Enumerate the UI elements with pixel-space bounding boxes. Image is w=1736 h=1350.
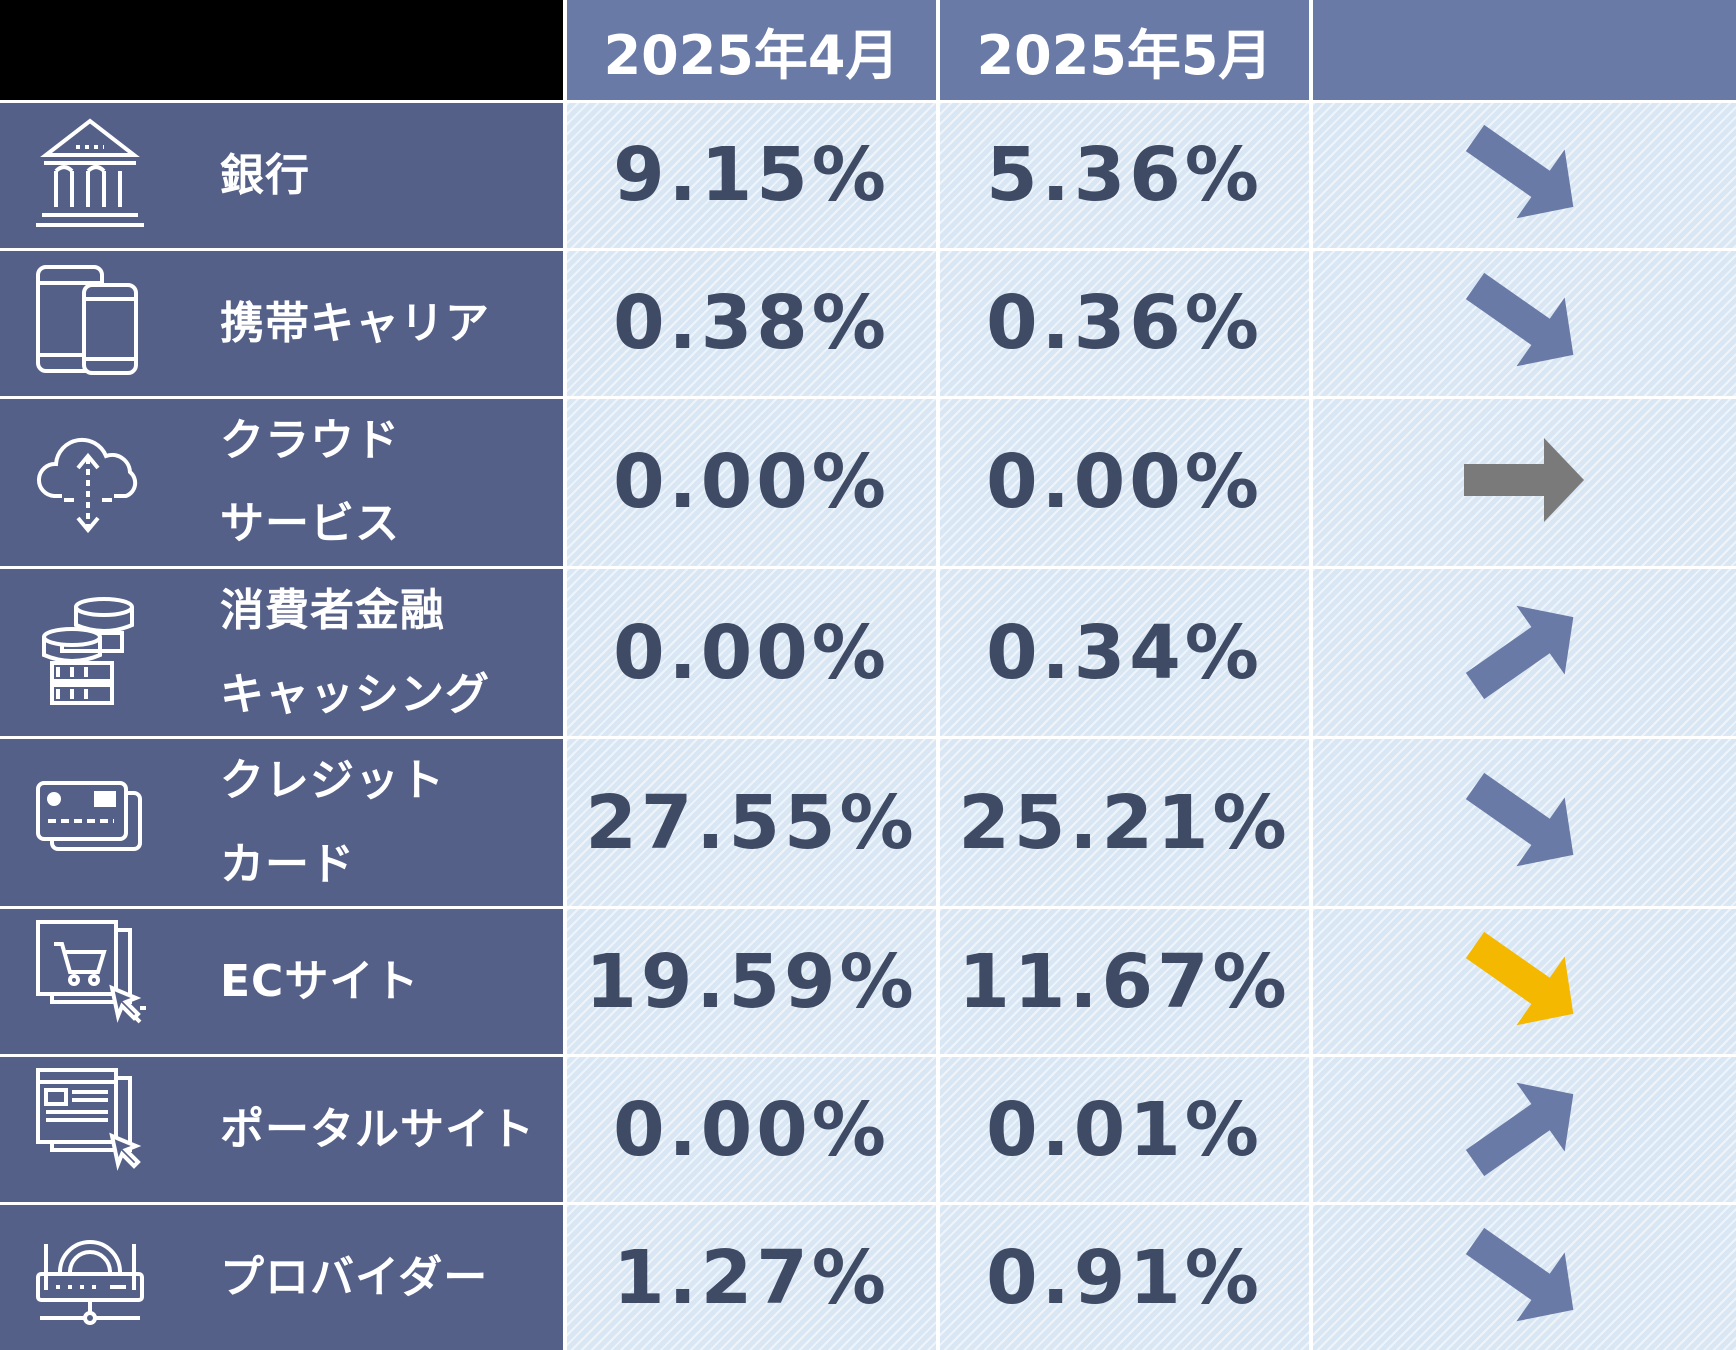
- value-april: 0.38%: [563, 247, 936, 396]
- value-may: 11.67%: [936, 906, 1309, 1055]
- row-label: クレジット カード: [220, 755, 445, 890]
- down-arrow-icon: [1460, 1226, 1590, 1330]
- mobile-devices-icon: [32, 259, 148, 387]
- trend-cell: [1309, 247, 1736, 396]
- value-may: 0.36%: [936, 247, 1309, 396]
- row-label: 消費者金融 キャッシング: [220, 584, 490, 720]
- value-april: 9.15%: [563, 100, 936, 248]
- router-icon: [32, 1214, 148, 1342]
- table-corner: [0, 0, 563, 100]
- row-label-cell: 銀行: [0, 100, 563, 248]
- bank-icon: [32, 111, 148, 239]
- down-arrow-icon: [1460, 771, 1590, 875]
- trend-cell: [1309, 736, 1736, 907]
- value-april: 27.55%: [563, 736, 936, 907]
- trend-cell: [1309, 100, 1736, 248]
- trend-cell: [1309, 565, 1736, 737]
- row-label: 携帯キャリア: [220, 297, 490, 349]
- value-april: 1.27%: [563, 1202, 936, 1350]
- column-header-may: 2025年5月: [936, 0, 1309, 100]
- value-april: 19.59%: [563, 906, 936, 1055]
- row-label-cell: プロバイダー: [0, 1202, 563, 1350]
- value-april: 0.00%: [563, 565, 936, 737]
- value-may: 5.36%: [936, 100, 1309, 248]
- cloud-icon: [32, 418, 148, 546]
- column-header-trend: [1309, 0, 1736, 100]
- trend-cell: [1309, 1202, 1736, 1350]
- value-may: 0.91%: [936, 1202, 1309, 1350]
- row-label-cell: ポータルサイト: [0, 1054, 563, 1203]
- row-label: 銀行: [220, 149, 310, 201]
- row-label: ECサイト: [220, 955, 420, 1007]
- value-april: 0.00%: [563, 1054, 936, 1203]
- value-may: 25.21%: [936, 736, 1309, 907]
- row-label-cell: 消費者金融 キャッシング: [0, 565, 563, 737]
- down-arrow-icon: [1460, 123, 1590, 227]
- value-may: 0.00%: [936, 395, 1309, 566]
- value-may: 0.34%: [936, 565, 1309, 737]
- shopping-cart-icon: [32, 918, 148, 1046]
- row-label-cell: クラウド サービス: [0, 395, 563, 566]
- row-label: クラウド サービス: [220, 414, 400, 550]
- trend-cell: [1309, 906, 1736, 1055]
- row-label-cell: クレジット カード: [0, 736, 563, 907]
- column-header-april: 2025年4月: [563, 0, 936, 100]
- portal-icon: [32, 1066, 148, 1194]
- row-label-cell: 携帯キャリア: [0, 247, 563, 396]
- up-arrow-icon: [1460, 1078, 1590, 1182]
- right-arrow-icon: [1460, 430, 1590, 534]
- value-april: 0.00%: [563, 395, 936, 566]
- down-arrow-icon: [1460, 930, 1590, 1034]
- row-label-cell: ECサイト: [0, 906, 563, 1055]
- row-label: プロバイダー: [220, 1251, 489, 1303]
- up-arrow-icon: [1460, 601, 1590, 705]
- value-may: 0.01%: [936, 1054, 1309, 1203]
- trend-cell: [1309, 395, 1736, 566]
- coins-icon: [32, 589, 148, 717]
- row-label: ポータルサイト: [220, 1103, 535, 1155]
- trend-cell: [1309, 1054, 1736, 1203]
- down-arrow-icon: [1460, 271, 1590, 375]
- credit-card-icon: [32, 759, 148, 887]
